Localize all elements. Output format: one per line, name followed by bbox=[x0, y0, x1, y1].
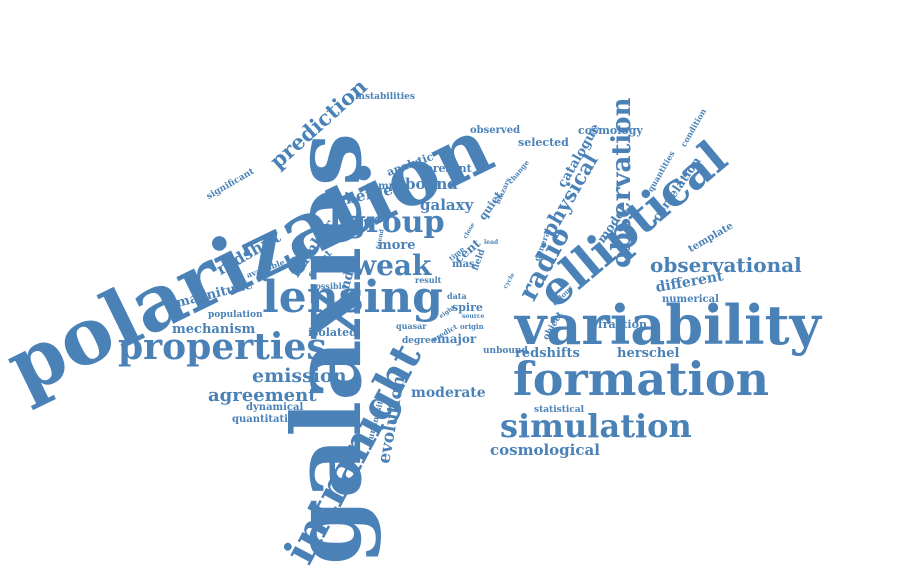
word-spire: spire bbox=[452, 301, 483, 314]
word-lensing: lensing bbox=[262, 272, 443, 323]
word-simulation: simulation bbox=[500, 407, 692, 445]
word-galaxy: galaxy bbox=[420, 196, 474, 214]
word-variability: variability bbox=[515, 293, 821, 357]
word-observational: observational bbox=[650, 253, 802, 277]
word-cosmological: cosmological bbox=[490, 441, 600, 459]
word-lead: lead bbox=[484, 239, 499, 246]
word-source: source bbox=[462, 313, 485, 320]
word-instabilities: instabilities bbox=[355, 92, 415, 102]
word-herschel: herschel bbox=[617, 346, 680, 361]
word-mechanism: mechanism bbox=[172, 322, 256, 337]
word-result: result bbox=[415, 275, 442, 285]
word-mas: mas bbox=[452, 259, 475, 270]
word-data: data bbox=[447, 291, 467, 301]
word-origin: origin bbox=[460, 322, 484, 331]
word-population: population bbox=[208, 310, 263, 320]
word-quantitative: quantitative bbox=[232, 414, 301, 425]
word-quasar: quasar bbox=[396, 321, 427, 331]
word-unbound: unbound bbox=[483, 346, 528, 356]
word-formation: formation bbox=[513, 352, 770, 406]
word-selected: selected bbox=[518, 136, 569, 149]
word-more: more bbox=[378, 238, 416, 253]
word-isolated: isolated bbox=[308, 326, 357, 339]
word-fraction: fraction bbox=[598, 318, 647, 331]
word-major: major bbox=[437, 332, 477, 346]
word-significant: significant bbox=[205, 166, 257, 202]
word-numerical: numerical bbox=[662, 294, 719, 305]
word-dynamical: dynamical bbox=[246, 402, 304, 413]
word-observed: observed bbox=[470, 125, 521, 136]
word-properties: properties bbox=[118, 326, 327, 368]
word-emission: emission bbox=[252, 365, 347, 387]
word-weak: weak bbox=[352, 249, 432, 282]
word-statistical: statistical bbox=[534, 405, 585, 415]
word-redshifts: redshifts bbox=[515, 346, 580, 361]
word-template: template bbox=[686, 220, 736, 255]
word-present: present bbox=[425, 162, 472, 175]
word-agreement: agreement bbox=[208, 385, 317, 406]
word-group: group bbox=[345, 205, 445, 240]
word-degree: degree bbox=[402, 336, 437, 346]
word-possible: possible bbox=[310, 281, 347, 291]
word-moderate: moderate bbox=[411, 385, 486, 401]
word-bound: bound bbox=[405, 175, 458, 193]
word-cosmology: cosmology bbox=[578, 124, 643, 137]
word-sample: sample bbox=[366, 181, 406, 192]
